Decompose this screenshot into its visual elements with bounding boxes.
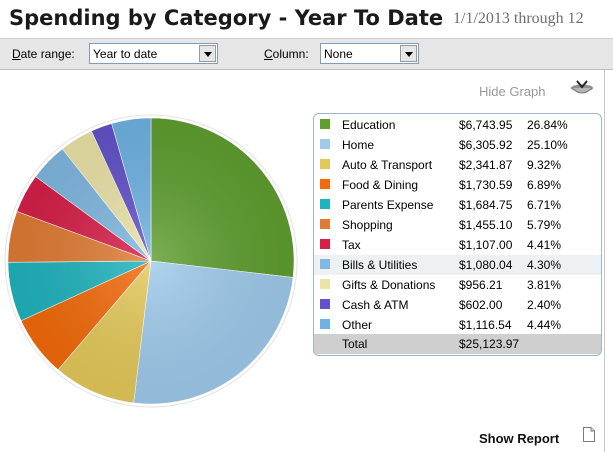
- legend-swatch: [320, 199, 330, 209]
- date-range-label: Date range:: [12, 47, 75, 61]
- hide-graph-link[interactable]: Hide Graph: [479, 84, 546, 99]
- date-range-value: Year to date: [93, 47, 158, 61]
- legend-swatch: [320, 279, 330, 289]
- column-label: Column:: [264, 47, 309, 61]
- legend-swatch: [320, 179, 330, 189]
- legend-category-name: Food & Dining: [342, 178, 419, 192]
- category-legend: Other $1,116.54 4.44% Cash & ATM $602.00 2.40…: [313, 113, 602, 356]
- legend-category-name: Gifts & Donations: [342, 278, 436, 292]
- legend-row-other[interactable]: Other $1,116.54 4.44%: [314, 315, 601, 335]
- show-report-link[interactable]: Show Report: [479, 431, 560, 446]
- graph-bowl-icon[interactable]: [568, 78, 596, 98]
- legend-amount: $1,684.75: [459, 198, 513, 212]
- pie-slice-home[interactable]: [133, 260, 294, 405]
- legend-amount: $1,455.10: [459, 218, 513, 232]
- legend-row-home[interactable]: Home $6,305.92 25.10%: [314, 135, 601, 155]
- legend-amount: $6,305.92: [459, 138, 513, 152]
- legend-percent: 4.41%: [527, 238, 562, 252]
- legend-amount: $1,080.04: [459, 258, 513, 272]
- legend-swatch: [320, 239, 330, 249]
- title-bar: Spending by Category - Year To Date 1/1/…: [0, 0, 613, 38]
- total-amount: $25,123.97: [459, 337, 520, 351]
- legend-swatch: [320, 139, 330, 149]
- column-dropdown[interactable]: None: [320, 43, 419, 64]
- legend-percent: 26.84%: [527, 118, 568, 132]
- toolbar: Date range: Year to date Column: None: [0, 38, 613, 70]
- date-range-dropdown[interactable]: Year to date: [89, 43, 218, 64]
- legend-percent: 25.10%: [527, 138, 568, 152]
- legend-row-parents-expense[interactable]: Parents Expense $1,684.75 6.71%: [314, 195, 601, 215]
- legend-percent: 6.71%: [527, 198, 562, 212]
- pie-slice-education[interactable]: [150, 117, 295, 278]
- legend-row-shopping[interactable]: Shopping $1,455.10 5.79%: [314, 215, 601, 235]
- legend-row-bills-utilities[interactable]: Bills & Utilities $1,080.04 4.30%: [314, 255, 601, 275]
- legend-amount: $1,730.59: [459, 178, 513, 192]
- legend-swatch: [320, 119, 330, 129]
- pie-chart: [4, 114, 298, 408]
- legend-row-gifts-donations[interactable]: Gifts & Donations $956.21 3.81%: [314, 275, 601, 295]
- legend-category-name: Parents Expense: [342, 198, 434, 212]
- legend-category-name: Auto & Transport: [342, 158, 433, 172]
- legend-amount: $956.21: [459, 278, 503, 292]
- legend-swatch: [320, 259, 330, 269]
- legend-swatch: [320, 159, 330, 169]
- legend-percent: 4.44%: [527, 318, 562, 332]
- legend-category-name: Home: [342, 138, 375, 152]
- chevron-down-icon[interactable]: [400, 45, 417, 62]
- legend-category-name: Education: [342, 118, 396, 132]
- column-value: None: [324, 47, 353, 61]
- legend-category-name: Other: [342, 318, 373, 332]
- legend-percent: 4.30%: [527, 258, 562, 272]
- total-label: Total: [342, 337, 368, 351]
- page-title: Spending by Category - Year To Date: [9, 6, 444, 30]
- legend-row-auto-transport[interactable]: Auto & Transport $2,341.87 9.32%: [314, 155, 601, 175]
- legend-percent: 3.81%: [527, 278, 562, 292]
- legend-row-tax[interactable]: Tax $1,107.00 4.41%: [314, 235, 601, 255]
- date-range-text: 1/1/2013 through 12: [453, 10, 584, 27]
- legend-amount: $1,107.00: [459, 238, 513, 252]
- legend-amount: $602.00: [459, 298, 503, 312]
- chevron-down-icon[interactable]: [199, 45, 216, 62]
- legend-row-education[interactable]: Education $6,743.95 26.84%: [314, 115, 601, 135]
- legend-swatch: [320, 299, 330, 309]
- legend-category-name: Tax: [342, 238, 361, 252]
- legend-swatch: [320, 219, 330, 229]
- legend-percent: 9.32%: [527, 158, 562, 172]
- legend-amount: $1,116.54: [459, 318, 512, 332]
- divider: [604, 70, 605, 452]
- total-row: Total $25,123.97: [314, 334, 601, 354]
- legend-percent: 5.79%: [527, 218, 562, 232]
- legend-amount: $6,743.95: [459, 118, 513, 132]
- document-icon[interactable]: [583, 427, 595, 442]
- legend-row-cash-atm[interactable]: Cash & ATM $602.00 2.40%: [314, 295, 601, 315]
- legend-swatch: [320, 319, 330, 329]
- legend-category-name: Cash & ATM: [342, 298, 409, 312]
- legend-percent: 2.40%: [527, 298, 562, 312]
- legend-category-name: Bills & Utilities: [342, 258, 418, 272]
- legend-amount: $2,341.87: [459, 158, 513, 172]
- legend-category-name: Shopping: [342, 218, 393, 232]
- report-content: Hide Graph Other $1,116.54 4.44% Cash & ATM…: [0, 70, 613, 452]
- legend-row-food-dining[interactable]: Food & Dining $1,730.59 6.89%: [314, 175, 601, 195]
- legend-percent: 6.89%: [527, 178, 562, 192]
